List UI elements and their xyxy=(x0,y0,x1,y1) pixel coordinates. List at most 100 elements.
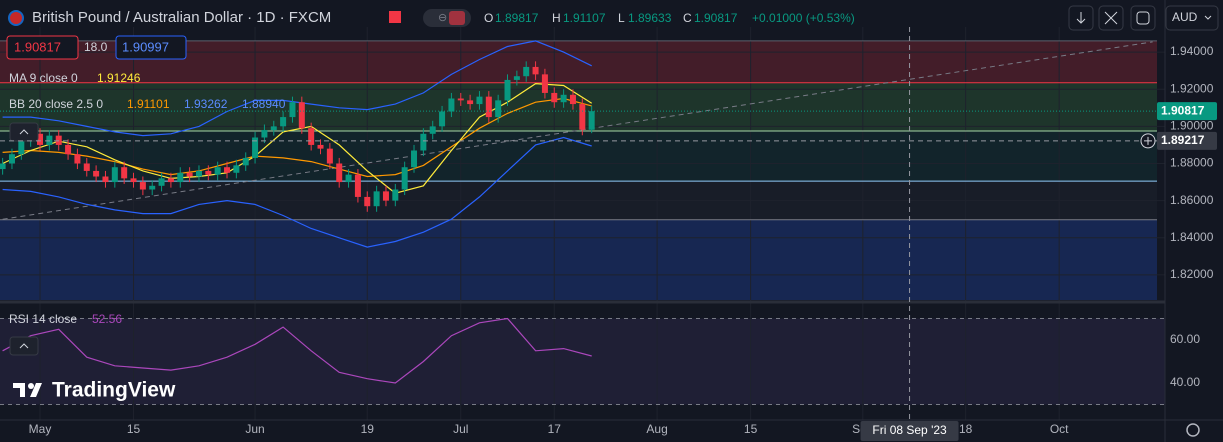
candle-body xyxy=(167,178,174,183)
ma-legend[interactable]: MA 9 close 0 xyxy=(9,71,78,85)
logo-mark xyxy=(28,383,34,389)
candle-body xyxy=(186,172,193,177)
indicator-line xyxy=(2,40,592,137)
y-tick-label: 1.90000 xyxy=(1170,119,1214,133)
candle-body xyxy=(317,144,324,149)
add-alert-icon xyxy=(1144,136,1152,145)
symbol-flag xyxy=(8,10,24,26)
crosshair-price: 1.89217 xyxy=(1161,133,1205,147)
candle-body xyxy=(373,191,380,207)
y-tick-label: 1.86000 xyxy=(1170,193,1214,207)
candle-body xyxy=(195,170,202,177)
candle-body xyxy=(55,135,62,145)
fullscreen-icon xyxy=(1104,11,1118,25)
candle-body xyxy=(280,117,287,127)
buy-price: 1.90997 xyxy=(122,39,169,54)
symbol-title[interactable]: British Pound / Australian Dollar · 1D ·… xyxy=(32,9,331,26)
scroll-icon xyxy=(1076,12,1086,24)
candle-body xyxy=(523,66,530,77)
candle-body xyxy=(569,94,576,105)
y-tick-label: 1.88000 xyxy=(1170,156,1214,170)
sell-box[interactable] xyxy=(6,35,79,60)
plot xyxy=(0,27,1165,420)
candle-body xyxy=(439,111,446,127)
candle-body xyxy=(252,137,259,158)
rsi-tick-label: 40.00 xyxy=(1170,375,1200,389)
candle-body xyxy=(102,176,109,183)
candle-body xyxy=(382,191,389,201)
candle-body xyxy=(308,128,315,145)
candle-body xyxy=(560,94,567,103)
candle-body xyxy=(37,133,44,145)
crosshair-date: Fri 08 Sep '23 xyxy=(872,423,947,437)
fullscreen-button[interactable] xyxy=(1098,5,1124,31)
y-tick-label: 1.92000 xyxy=(1170,81,1214,95)
bb-basis-value: 1.91101 xyxy=(127,97,170,111)
zone xyxy=(0,219,1157,300)
candle-body xyxy=(233,165,240,173)
candle-body xyxy=(261,130,268,138)
crosshair-price-box xyxy=(1157,131,1217,150)
toggle-icon: ⊖ xyxy=(438,12,447,24)
bb-legend[interactable]: BB 20 close 2.5 0 xyxy=(9,97,103,111)
bb-lower-value: 1.88940 xyxy=(242,97,286,111)
logo-text[interactable]: TradingView xyxy=(52,379,176,402)
collapse-button[interactable] xyxy=(9,336,39,356)
candle-body xyxy=(74,154,81,164)
candle-body xyxy=(551,92,558,103)
candle-body xyxy=(448,98,455,112)
candle-body xyxy=(46,135,53,145)
candle-body xyxy=(326,148,333,164)
candle-body xyxy=(579,104,586,130)
settings-button[interactable] xyxy=(1186,423,1200,437)
candle-body xyxy=(513,76,520,80)
price-label-box xyxy=(1157,102,1217,121)
screenshot-button[interactable] xyxy=(1130,5,1156,31)
ohlc-letter: H xyxy=(552,11,561,25)
spread: 18.0 xyxy=(84,40,108,54)
candle-body xyxy=(420,133,427,151)
ohlc-value: 1.89633 xyxy=(628,11,672,25)
scroll-button[interactable] xyxy=(1068,5,1094,31)
zone xyxy=(0,40,1157,83)
indicator-line xyxy=(2,97,592,178)
x-tick-label: Jul xyxy=(453,422,468,436)
candle-body xyxy=(345,174,352,183)
x-tick-label: Aug xyxy=(646,422,667,436)
candle-body xyxy=(336,163,343,183)
toggle-icon xyxy=(449,11,465,25)
currency-select[interactable] xyxy=(1165,5,1219,31)
candle-body xyxy=(532,66,539,75)
candle-body xyxy=(504,79,511,101)
candle-body xyxy=(18,141,25,155)
candle-body xyxy=(139,182,146,190)
crosshair-date-box xyxy=(860,421,959,441)
candle-body xyxy=(242,157,249,166)
candle-body xyxy=(354,174,361,197)
ohlc-letter: C xyxy=(683,11,692,25)
x-tick-label: 18 xyxy=(959,422,973,436)
rsi-value: 52.56 xyxy=(92,312,122,326)
screenshot-icon xyxy=(1136,11,1150,25)
indicator-line xyxy=(2,82,593,194)
y-tick-label: 1.82000 xyxy=(1170,267,1214,281)
candle-body xyxy=(429,126,436,134)
candle-body xyxy=(177,172,184,183)
ohlc-letter: L xyxy=(618,11,625,25)
flag-button[interactable] xyxy=(389,11,401,23)
rsi-band xyxy=(0,318,1165,405)
candle-body xyxy=(270,126,277,131)
candle-body xyxy=(457,98,464,101)
candle-body xyxy=(541,74,548,93)
candle-body xyxy=(65,144,72,155)
ohlc-value: 1.91107 xyxy=(563,11,606,25)
collapse-button[interactable] xyxy=(9,122,39,142)
candle-body xyxy=(214,167,221,175)
x-tick-label: Jun xyxy=(245,422,264,436)
rsi-legend[interactable]: RSI 14 close xyxy=(9,312,77,326)
buy-box[interactable] xyxy=(115,35,187,60)
candle-body xyxy=(8,154,15,164)
candle-body xyxy=(588,111,595,130)
